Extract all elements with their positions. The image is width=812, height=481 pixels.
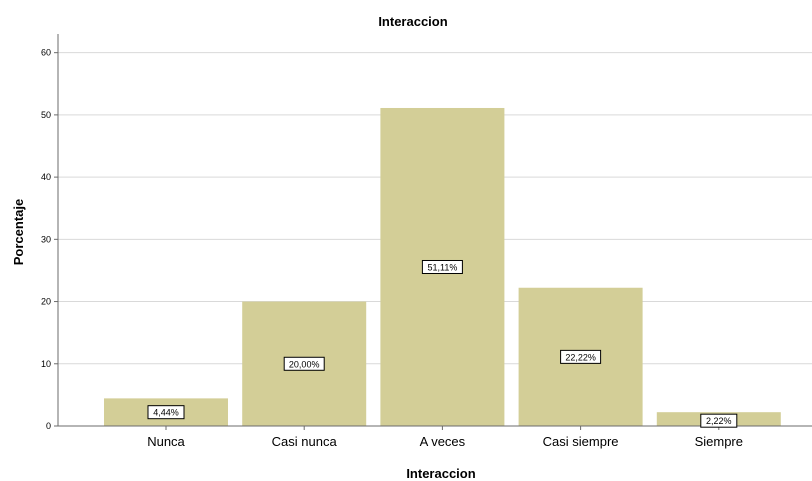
- axes: [57, 34, 812, 427]
- data-label-box: [700, 413, 738, 428]
- y-tick-label: 0: [46, 421, 51, 431]
- y-tick-label: 60: [41, 48, 51, 58]
- x-tick-label: Siempre: [695, 434, 743, 449]
- y-tick-label: 40: [41, 172, 51, 182]
- data-label: 4,44%: [153, 408, 179, 418]
- data-label: 22,22%: [565, 352, 596, 362]
- x-axis-title: Interaccion: [406, 466, 475, 481]
- data-label: 51,11%: [427, 262, 457, 272]
- data-label-box: [560, 349, 602, 364]
- y-tick-label: 20: [41, 297, 51, 307]
- x-tick-label: Nunca: [147, 434, 185, 449]
- y-tick-label: 30: [41, 234, 51, 244]
- data-label-box: [283, 356, 325, 371]
- y-tick-label: 10: [41, 359, 51, 369]
- y-tick-labels: 0 10 20 30 40 50 60: [41, 48, 58, 431]
- y-axis-title: Porcentaje: [11, 199, 26, 265]
- data-label: 2,22%: [706, 416, 732, 426]
- data-labels: 4,44% 20,00% 51,11% 22,22% 2,22%: [147, 259, 738, 428]
- data-label-box: [147, 405, 185, 420]
- x-tick-label: Casi siempre: [543, 434, 619, 449]
- x-tick-labels: Nunca Casi nunca A veces Casi siempre Siempr…: [147, 426, 743, 449]
- data-label-box: [421, 259, 463, 274]
- chart-title: Interaccion: [378, 14, 447, 29]
- y-tick-label: 50: [41, 110, 51, 120]
- x-tick-label: Casi nunca: [272, 434, 338, 449]
- x-tick-label: A veces: [420, 434, 466, 449]
- data-label: 20,00%: [289, 359, 320, 369]
